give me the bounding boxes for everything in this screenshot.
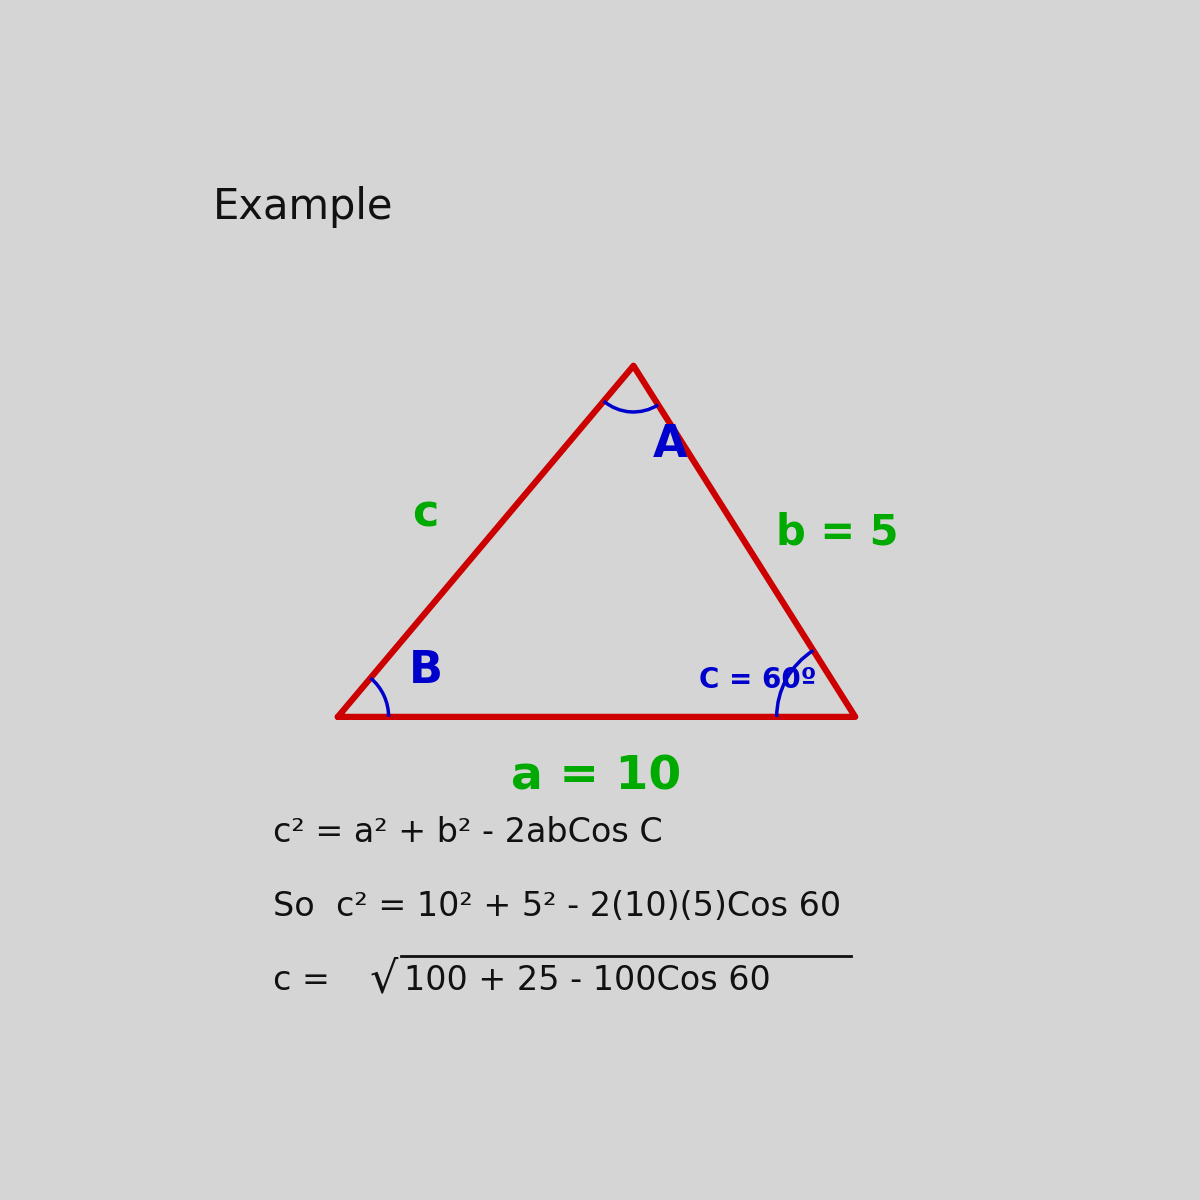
Text: 100 + 25 - 100Cos 60: 100 + 25 - 100Cos 60 [404,964,772,997]
Text: b = 5: b = 5 [775,511,898,553]
Text: c =: c = [274,964,341,997]
Text: √: √ [370,959,398,1002]
Text: c² = a² + b² - 2abCos C: c² = a² + b² - 2abCos C [274,816,662,848]
Text: c: c [413,492,439,535]
Text: Example: Example [214,186,394,228]
Text: A: A [653,422,688,466]
Text: a = 10: a = 10 [511,755,682,799]
Text: So  c² = 10² + 5² - 2(10)(5)Cos 60: So c² = 10² + 5² - 2(10)(5)Cos 60 [274,890,841,923]
Text: B: B [408,649,443,692]
Text: C = 60º: C = 60º [700,666,817,694]
